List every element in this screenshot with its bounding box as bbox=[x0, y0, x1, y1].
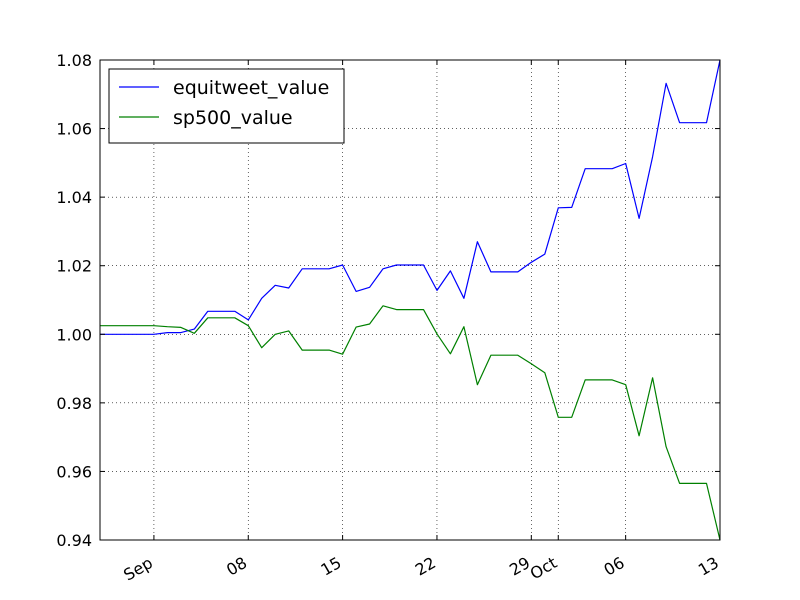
legend-label-equitweet_value: equitweet_value bbox=[173, 77, 329, 99]
y-tick-label: 0.98 bbox=[56, 394, 92, 413]
legend: equitweet_value sp500_value bbox=[108, 68, 345, 144]
y-tick-label: 1.02 bbox=[56, 257, 92, 276]
legend-box bbox=[108, 68, 345, 144]
y-tick-label: 0.94 bbox=[56, 531, 92, 550]
y-tick-label: 1.04 bbox=[56, 188, 92, 207]
legend-label-sp500_value: sp500_value bbox=[173, 107, 293, 129]
y-tick-label: 0.96 bbox=[56, 462, 92, 481]
y-tick-label: 1.08 bbox=[56, 51, 92, 70]
series-line-sp500_value bbox=[100, 305, 721, 541]
y-tick-label: 1.00 bbox=[56, 325, 92, 344]
series-line-equitweet_value bbox=[100, 59, 721, 335]
y-tick-label: 1.06 bbox=[56, 120, 92, 139]
plot-frame bbox=[99, 59, 721, 541]
series-layer bbox=[100, 59, 721, 541]
